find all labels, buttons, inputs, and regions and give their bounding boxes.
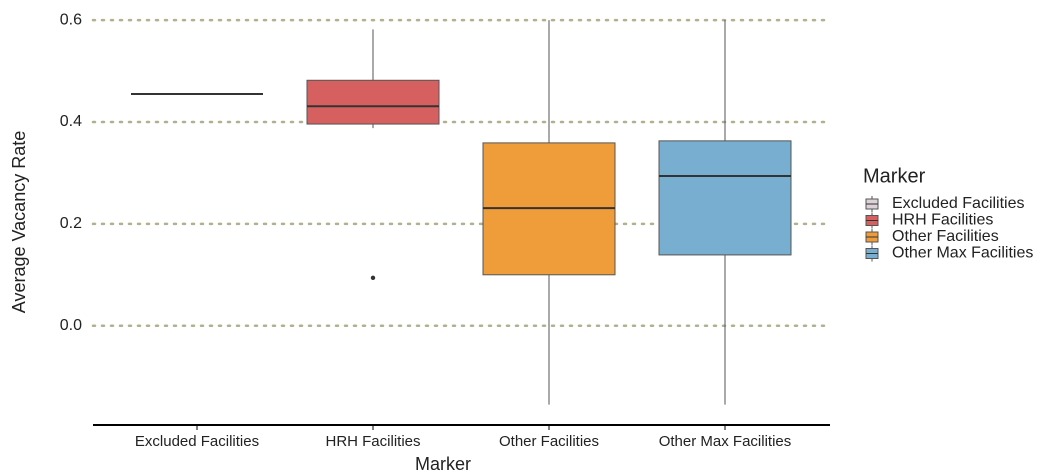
x-tick-label: Excluded Facilities bbox=[135, 433, 259, 450]
y-axis-label: Average Vacancy Rate bbox=[9, 131, 29, 313]
x-tick-label: HRH Facilities bbox=[325, 433, 420, 450]
legend-label: Other Max Facilities bbox=[892, 245, 1033, 262]
x-tick-label: Other Facilities bbox=[499, 433, 599, 450]
y-tick-label: 0.0 bbox=[60, 317, 82, 334]
legend-label: Other Facilities bbox=[892, 228, 999, 245]
y-tick-label: 0.4 bbox=[60, 113, 82, 130]
x-axis-label: Marker bbox=[415, 454, 471, 474]
legend-title: Marker bbox=[863, 165, 926, 187]
x-tick-label: Other Max Facilities bbox=[659, 433, 792, 450]
box bbox=[658, 140, 792, 256]
legend-label: HRH Facilities bbox=[892, 212, 993, 229]
outlier bbox=[370, 275, 376, 281]
legend-label: Excluded Facilities bbox=[892, 195, 1025, 212]
y-tick-label: 0.6 bbox=[60, 11, 82, 28]
y-tick-label: 0.2 bbox=[60, 215, 82, 232]
box bbox=[306, 79, 440, 125]
